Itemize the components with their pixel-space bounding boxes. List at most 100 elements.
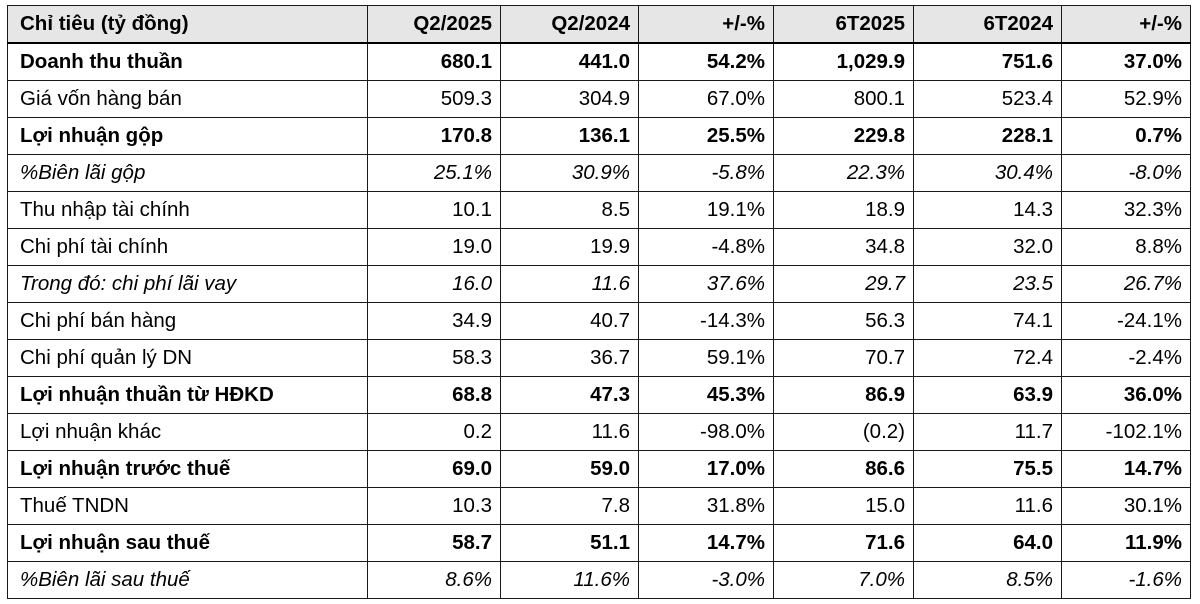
cell-q-change: -5.8% xyxy=(638,154,774,192)
cell-6t-change: 11.9% xyxy=(1061,524,1191,562)
cell-6t2024: 32.0 xyxy=(913,228,1062,266)
table-row: Chi phí quản lý DN 58.3 36.7 59.1% 70.7 72.4-… xyxy=(7,339,1191,377)
cell-q2-2025: 69.0 xyxy=(367,450,501,488)
cell-q2-2025: 58.3 xyxy=(367,339,501,377)
cell-6t2025: 70.7 xyxy=(773,339,914,377)
financial-table-container: Chỉ tiêu (tỷ đồng) Q2/2025 Q2/2024 +/-% … xyxy=(7,5,1191,599)
table-header: Chỉ tiêu (tỷ đồng) Q2/2025 Q2/2024 +/-% … xyxy=(7,5,1191,44)
cell-q2-2025: 68.8 xyxy=(367,376,501,414)
cell-q2-2025: 25.1% xyxy=(367,154,501,192)
cell-q2-2024: 136.1 xyxy=(500,117,639,155)
cell-metric: %Biên lãi sau thuế xyxy=(7,561,368,599)
cell-6t2025: 56.3 xyxy=(773,302,914,340)
table-row: Thuế TNDN 10.3 7.8 31.8% 15.0 11.6 30.1% xyxy=(7,487,1191,525)
header-cell-q-change: +/-% xyxy=(638,5,774,44)
cell-6t2024: 30.4% xyxy=(913,154,1062,192)
cell-6t2025: 15.0 xyxy=(773,487,914,525)
cell-6t2025: 1,029.9 xyxy=(773,42,914,81)
header-cell-q2-2024: Q2/2024 xyxy=(500,5,639,44)
cell-metric: Lợi nhuận sau thuế xyxy=(7,524,368,562)
table-row: Chi phí bán hàng 34.9 40.7 -14.3% 56.3 74.1 -2… xyxy=(7,302,1191,340)
cell-6t-change: -102.1% xyxy=(1061,413,1191,451)
cell-q-change: -98.0% xyxy=(638,413,774,451)
cell-q2-2024: 59.0 xyxy=(500,450,639,488)
cell-6t-change: 36.0% xyxy=(1061,376,1191,414)
cell-q-change: 25.5% xyxy=(638,117,774,155)
cell-6t2024: 11.7 xyxy=(913,413,1062,451)
cell-6t2024: 75.5 xyxy=(913,450,1062,488)
cell-q2-2024: 7.8 xyxy=(500,487,639,525)
cell-6t2024: 751.6 xyxy=(913,42,1062,81)
cell-metric: Doanh thu thuần xyxy=(7,42,368,81)
cell-6t2025: 86.6 xyxy=(773,450,914,488)
income-statement-table: Chỉ tiêu (tỷ đồng) Q2/2025 Q2/2024 +/-% … xyxy=(7,5,1191,599)
cell-q2-2024: 11.6% xyxy=(500,561,639,599)
cell-6t-change: 26.7% xyxy=(1061,265,1191,303)
cell-q2-2025: 680.1 xyxy=(367,42,501,81)
cell-6t-change: -8.0% xyxy=(1061,154,1191,192)
cell-metric: Lợi nhuận trước thuế xyxy=(7,450,368,488)
table-body: Doanh thu thuần 680.1 441.0 54.2% 1,029.9 751… xyxy=(7,42,1191,599)
cell-q2-2025: 8.6% xyxy=(367,561,501,599)
cell-6t2025: 34.8 xyxy=(773,228,914,266)
cell-6t2025: 18.9 xyxy=(773,191,914,229)
cell-6t2024: 74.1 xyxy=(913,302,1062,340)
cell-6t-change: 52.9% xyxy=(1061,80,1191,118)
cell-q2-2024: 30.9% xyxy=(500,154,639,192)
header-cell-6t2025: 6T2025 xyxy=(773,5,914,44)
table-row: Lợi nhuận gộp 170.8 136.1 25.5% 229.8 228.1 0.… xyxy=(7,117,1191,155)
cell-q2-2024: 40.7 xyxy=(500,302,639,340)
cell-6t-change: 32.3% xyxy=(1061,191,1191,229)
cell-6t-change: 8.8% xyxy=(1061,228,1191,266)
table-row: Doanh thu thuần 680.1 441.0 54.2% 1,029.9 751… xyxy=(7,42,1191,81)
cell-q-change: 59.1% xyxy=(638,339,774,377)
header-cell-6t-change: +/-% xyxy=(1061,5,1191,44)
cell-6t2025: 22.3% xyxy=(773,154,914,192)
cell-metric: %Biên lãi gộp xyxy=(7,154,368,192)
cell-q2-2024: 11.6 xyxy=(500,265,639,303)
cell-q2-2025: 0.2 xyxy=(367,413,501,451)
header-cell-metric: Chỉ tiêu (tỷ đồng) xyxy=(7,5,368,44)
cell-6t-change: 37.0% xyxy=(1061,42,1191,81)
table-row: Lợi nhuận khác 0.2 11.6 -98.0% (0.2) 11.7 -102… xyxy=(7,413,1191,451)
cell-q-change: 45.3% xyxy=(638,376,774,414)
cell-q2-2025: 509.3 xyxy=(367,80,501,118)
cell-q-change: -4.8% xyxy=(638,228,774,266)
cell-6t-change: -1.6% xyxy=(1061,561,1191,599)
header-cell-6t2024: 6T2024 xyxy=(913,5,1062,44)
cell-6t2025: 86.9 xyxy=(773,376,914,414)
cell-metric: Giá vốn hàng bán xyxy=(7,80,368,118)
cell-6t-change: 14.7% xyxy=(1061,450,1191,488)
header-cell-q2-2025: Q2/2025 xyxy=(367,5,501,44)
cell-q-change: -3.0% xyxy=(638,561,774,599)
cell-6t2024: 23.5 xyxy=(913,265,1062,303)
cell-q2-2024: 19.9 xyxy=(500,228,639,266)
table-row: Lợi nhuận sau thuế 58.7 51.1 14.7% 71.6 64.0 1… xyxy=(7,524,1191,562)
cell-q2-2024: 51.1 xyxy=(500,524,639,562)
cell-6t2025: 71.6 xyxy=(773,524,914,562)
cell-6t2024: 64.0 xyxy=(913,524,1062,562)
table-row: Lợi nhuận trước thuế 69.0 59.0 17.0% 86.6 75.… xyxy=(7,450,1191,488)
header-row: Chỉ tiêu (tỷ đồng) Q2/2025 Q2/2024 +/-% … xyxy=(7,5,1191,44)
table-row: Trong đó: chi phí lãi vay 16.0 11.6 37.6% 29… xyxy=(7,265,1191,303)
table-row: %Biên lãi gộp 25.1% 30.9% -5.8% 22.3% 30.4% -8… xyxy=(7,154,1191,192)
cell-q2-2025: 16.0 xyxy=(367,265,501,303)
cell-q-change: 19.1% xyxy=(638,191,774,229)
cell-6t-change: 0.7% xyxy=(1061,117,1191,155)
cell-6t2024: 63.9 xyxy=(913,376,1062,414)
cell-metric: Lợi nhuận gộp xyxy=(7,117,368,155)
cell-q2-2025: 10.3 xyxy=(367,487,501,525)
cell-6t-change: -2.4% xyxy=(1061,339,1191,377)
cell-6t2025: 7.0% xyxy=(773,561,914,599)
cell-q2-2024: 47.3 xyxy=(500,376,639,414)
cell-6t-change: 30.1% xyxy=(1061,487,1191,525)
cell-6t2025: 800.1 xyxy=(773,80,914,118)
cell-6t2024: 8.5% xyxy=(913,561,1062,599)
cell-metric: Thuế TNDN xyxy=(7,487,368,525)
cell-q2-2025: 170.8 xyxy=(367,117,501,155)
cell-metric: Lợi nhuận thuần từ HĐKD xyxy=(7,376,368,414)
cell-metric: Lợi nhuận khác xyxy=(7,413,368,451)
cell-q2-2024: 441.0 xyxy=(500,42,639,81)
table-row: Thu nhập tài chính 10.1 8.5 19.1% 18.9 14.3 32… xyxy=(7,191,1191,229)
cell-6t2024: 72.4 xyxy=(913,339,1062,377)
